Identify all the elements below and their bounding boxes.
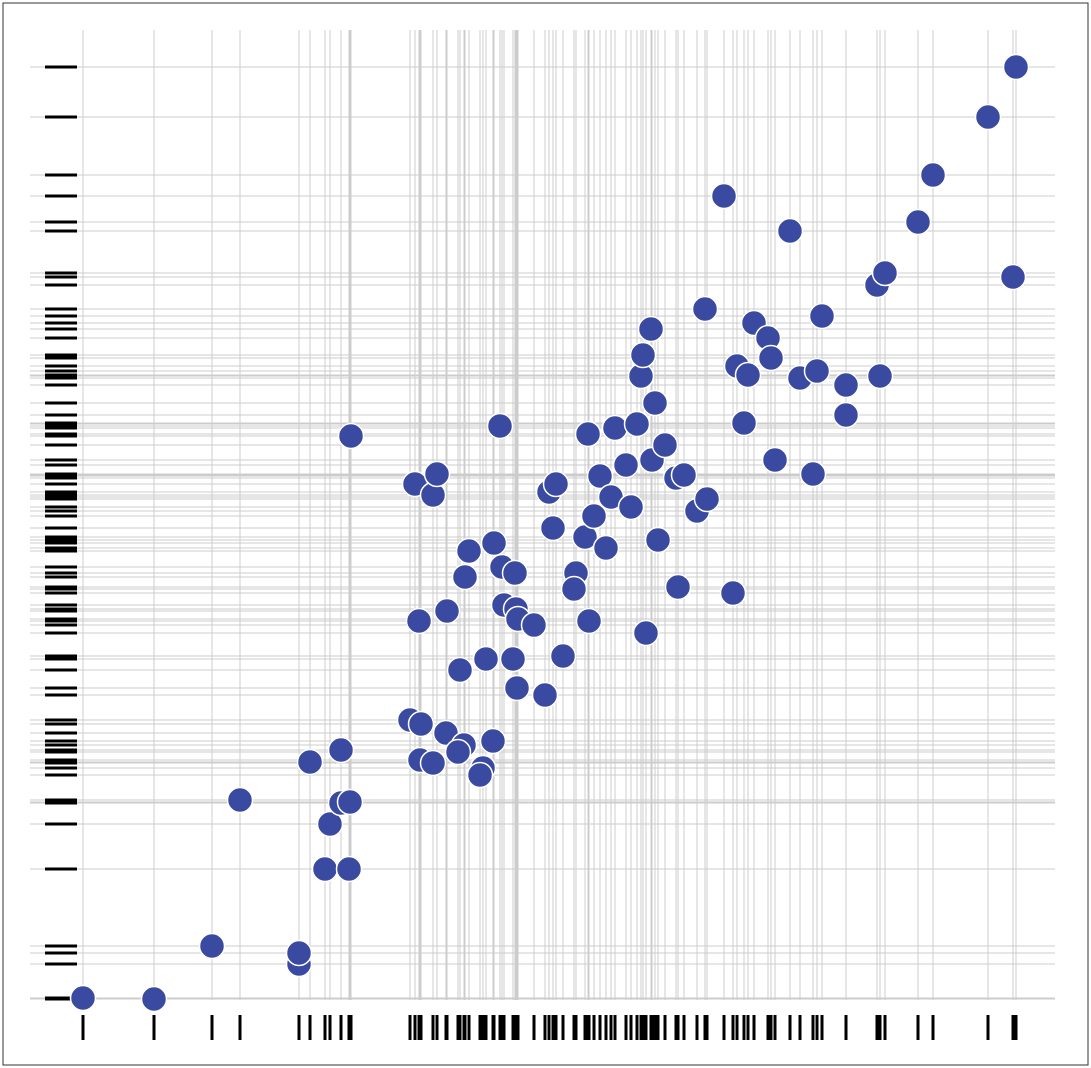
point [335, 855, 363, 883]
point [664, 573, 692, 601]
point [520, 611, 548, 639]
point [580, 502, 608, 530]
point [693, 485, 721, 513]
point [637, 315, 665, 343]
point [69, 984, 97, 1012]
point [691, 295, 719, 323]
point [574, 420, 602, 448]
point [799, 460, 827, 488]
point [776, 217, 804, 245]
point [586, 462, 614, 490]
point [327, 736, 355, 764]
point [832, 401, 860, 429]
point [974, 103, 1002, 131]
point [832, 371, 860, 399]
point [539, 514, 567, 542]
point [433, 597, 461, 625]
point [1002, 53, 1030, 81]
point [501, 559, 529, 587]
points [69, 53, 1030, 1013]
point [444, 738, 472, 766]
grid [30, 30, 1055, 1000]
point [757, 344, 785, 372]
point [486, 412, 514, 440]
point [226, 786, 254, 814]
point [446, 656, 474, 684]
point [734, 361, 762, 389]
point [560, 575, 588, 603]
point [919, 161, 947, 189]
point [503, 674, 531, 702]
point [710, 182, 738, 210]
point [316, 810, 344, 838]
point [632, 619, 660, 647]
point [871, 259, 899, 287]
point [407, 710, 435, 738]
point [644, 526, 672, 554]
point [719, 579, 747, 607]
point [592, 534, 620, 562]
point [472, 645, 500, 673]
point [808, 302, 836, 330]
point [480, 529, 508, 557]
point [999, 263, 1027, 291]
point [285, 939, 313, 967]
point [405, 607, 433, 635]
point [419, 749, 447, 777]
rug [45, 65, 1018, 1040]
point [337, 422, 365, 450]
point [730, 409, 758, 437]
point [499, 645, 527, 673]
point [617, 493, 645, 521]
point [455, 537, 483, 565]
point [575, 607, 603, 635]
point [479, 727, 507, 755]
point [423, 460, 451, 488]
point [651, 431, 679, 459]
point [641, 389, 669, 417]
point [531, 681, 559, 709]
point [451, 563, 479, 591]
point [466, 761, 494, 789]
point [140, 985, 168, 1013]
point [904, 208, 932, 236]
point [296, 748, 324, 776]
point [549, 642, 577, 670]
point [311, 855, 339, 883]
point [198, 932, 226, 960]
point [601, 414, 629, 442]
point [542, 470, 570, 498]
point [761, 446, 789, 474]
point [629, 341, 657, 369]
point [670, 461, 698, 489]
point [336, 788, 364, 816]
point [612, 451, 640, 479]
point [866, 362, 894, 390]
point [623, 410, 651, 438]
point [803, 357, 831, 385]
